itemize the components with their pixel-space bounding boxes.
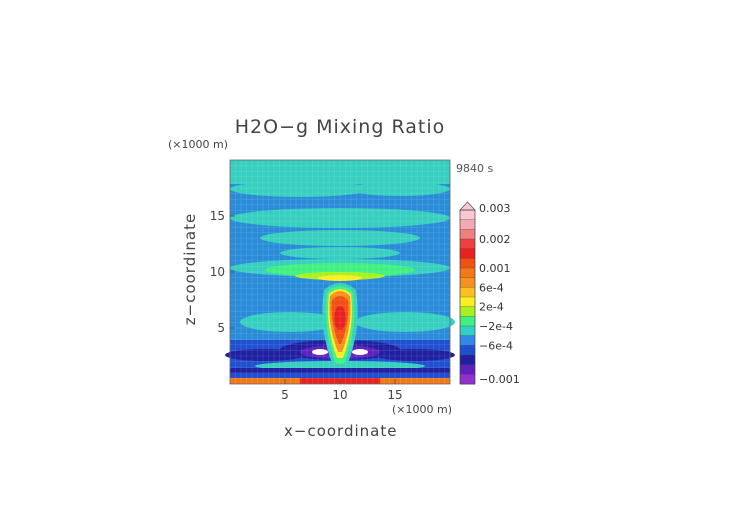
x-axis-ticks: 5 10 15 — [281, 379, 403, 402]
colorbar-extension-arrow — [459, 201, 476, 211]
colorbar-band — [459, 209, 476, 221]
contour-region — [352, 349, 368, 355]
contour-field — [225, 160, 455, 384]
contour-region — [350, 182, 450, 196]
x-tick-label: 10 — [332, 388, 347, 402]
x-axis-unit: (×1000 m) — [392, 403, 453, 416]
colorbar-label: −6e-4 — [479, 339, 513, 352]
colorbar-band — [459, 238, 476, 250]
colorbar-band — [459, 219, 476, 230]
plot-grid — [230, 160, 450, 384]
contour-region — [230, 160, 450, 184]
contour-region — [230, 181, 370, 197]
colorbar-band — [459, 277, 476, 288]
x-tick-label: 15 — [387, 388, 402, 402]
x-axis-label: x−coordinate — [284, 422, 398, 440]
x-tick-label: 5 — [281, 388, 289, 402]
contour-region — [260, 230, 420, 246]
colorbar-band — [459, 316, 476, 327]
colorbar-band — [459, 335, 476, 346]
contour-region — [334, 306, 346, 330]
contour-region — [265, 263, 415, 277]
contour-region — [230, 208, 450, 228]
colorbar-band — [459, 374, 476, 385]
contour-region — [240, 312, 340, 332]
y-axis-label: z−coordinate — [181, 212, 199, 326]
contour-region — [230, 373, 450, 378]
colorbar-label: 0.003 — [479, 202, 511, 215]
colorbar: 0.003 0.002 0.001 6e-4 2e-4 −2e-4 −6e-4 −0.001 — [459, 201, 520, 386]
colorbar-band — [459, 296, 476, 308]
y-tick-label: 10 — [210, 265, 225, 279]
colorbar-band — [459, 345, 476, 356]
colorbar-band — [459, 229, 476, 240]
colorbar-band — [459, 354, 476, 366]
colorbar-band — [459, 306, 476, 317]
contour-region — [312, 349, 328, 355]
y-axis-ticks: 5 10 15 — [210, 209, 235, 335]
contour-region — [355, 312, 455, 332]
colorbar-band — [459, 267, 476, 279]
colorbar-band — [459, 258, 476, 269]
colorbar-label: −2e-4 — [479, 320, 513, 333]
colorbar-label: −0.001 — [479, 373, 520, 386]
time-label: 9840 s — [456, 162, 494, 175]
y-tick-label: 5 — [217, 321, 225, 335]
contour-region — [318, 275, 362, 281]
colorbar-label: 6e-4 — [479, 281, 504, 294]
colorbar-label: 2e-4 — [479, 301, 504, 314]
colorbar-band — [459, 248, 476, 259]
chart-title: H2O−g Mixing Ratio — [234, 116, 446, 138]
colorbar-label: 0.001 — [479, 262, 511, 275]
colorbar-band — [459, 364, 476, 375]
colorbar-band — [459, 287, 476, 298]
contour-region — [280, 247, 400, 259]
colorbar-band — [459, 325, 476, 337]
colorbar-label: 0.002 — [479, 233, 511, 246]
y-axis-unit: (×1000 m) — [168, 138, 229, 151]
y-tick-label: 15 — [210, 209, 225, 223]
